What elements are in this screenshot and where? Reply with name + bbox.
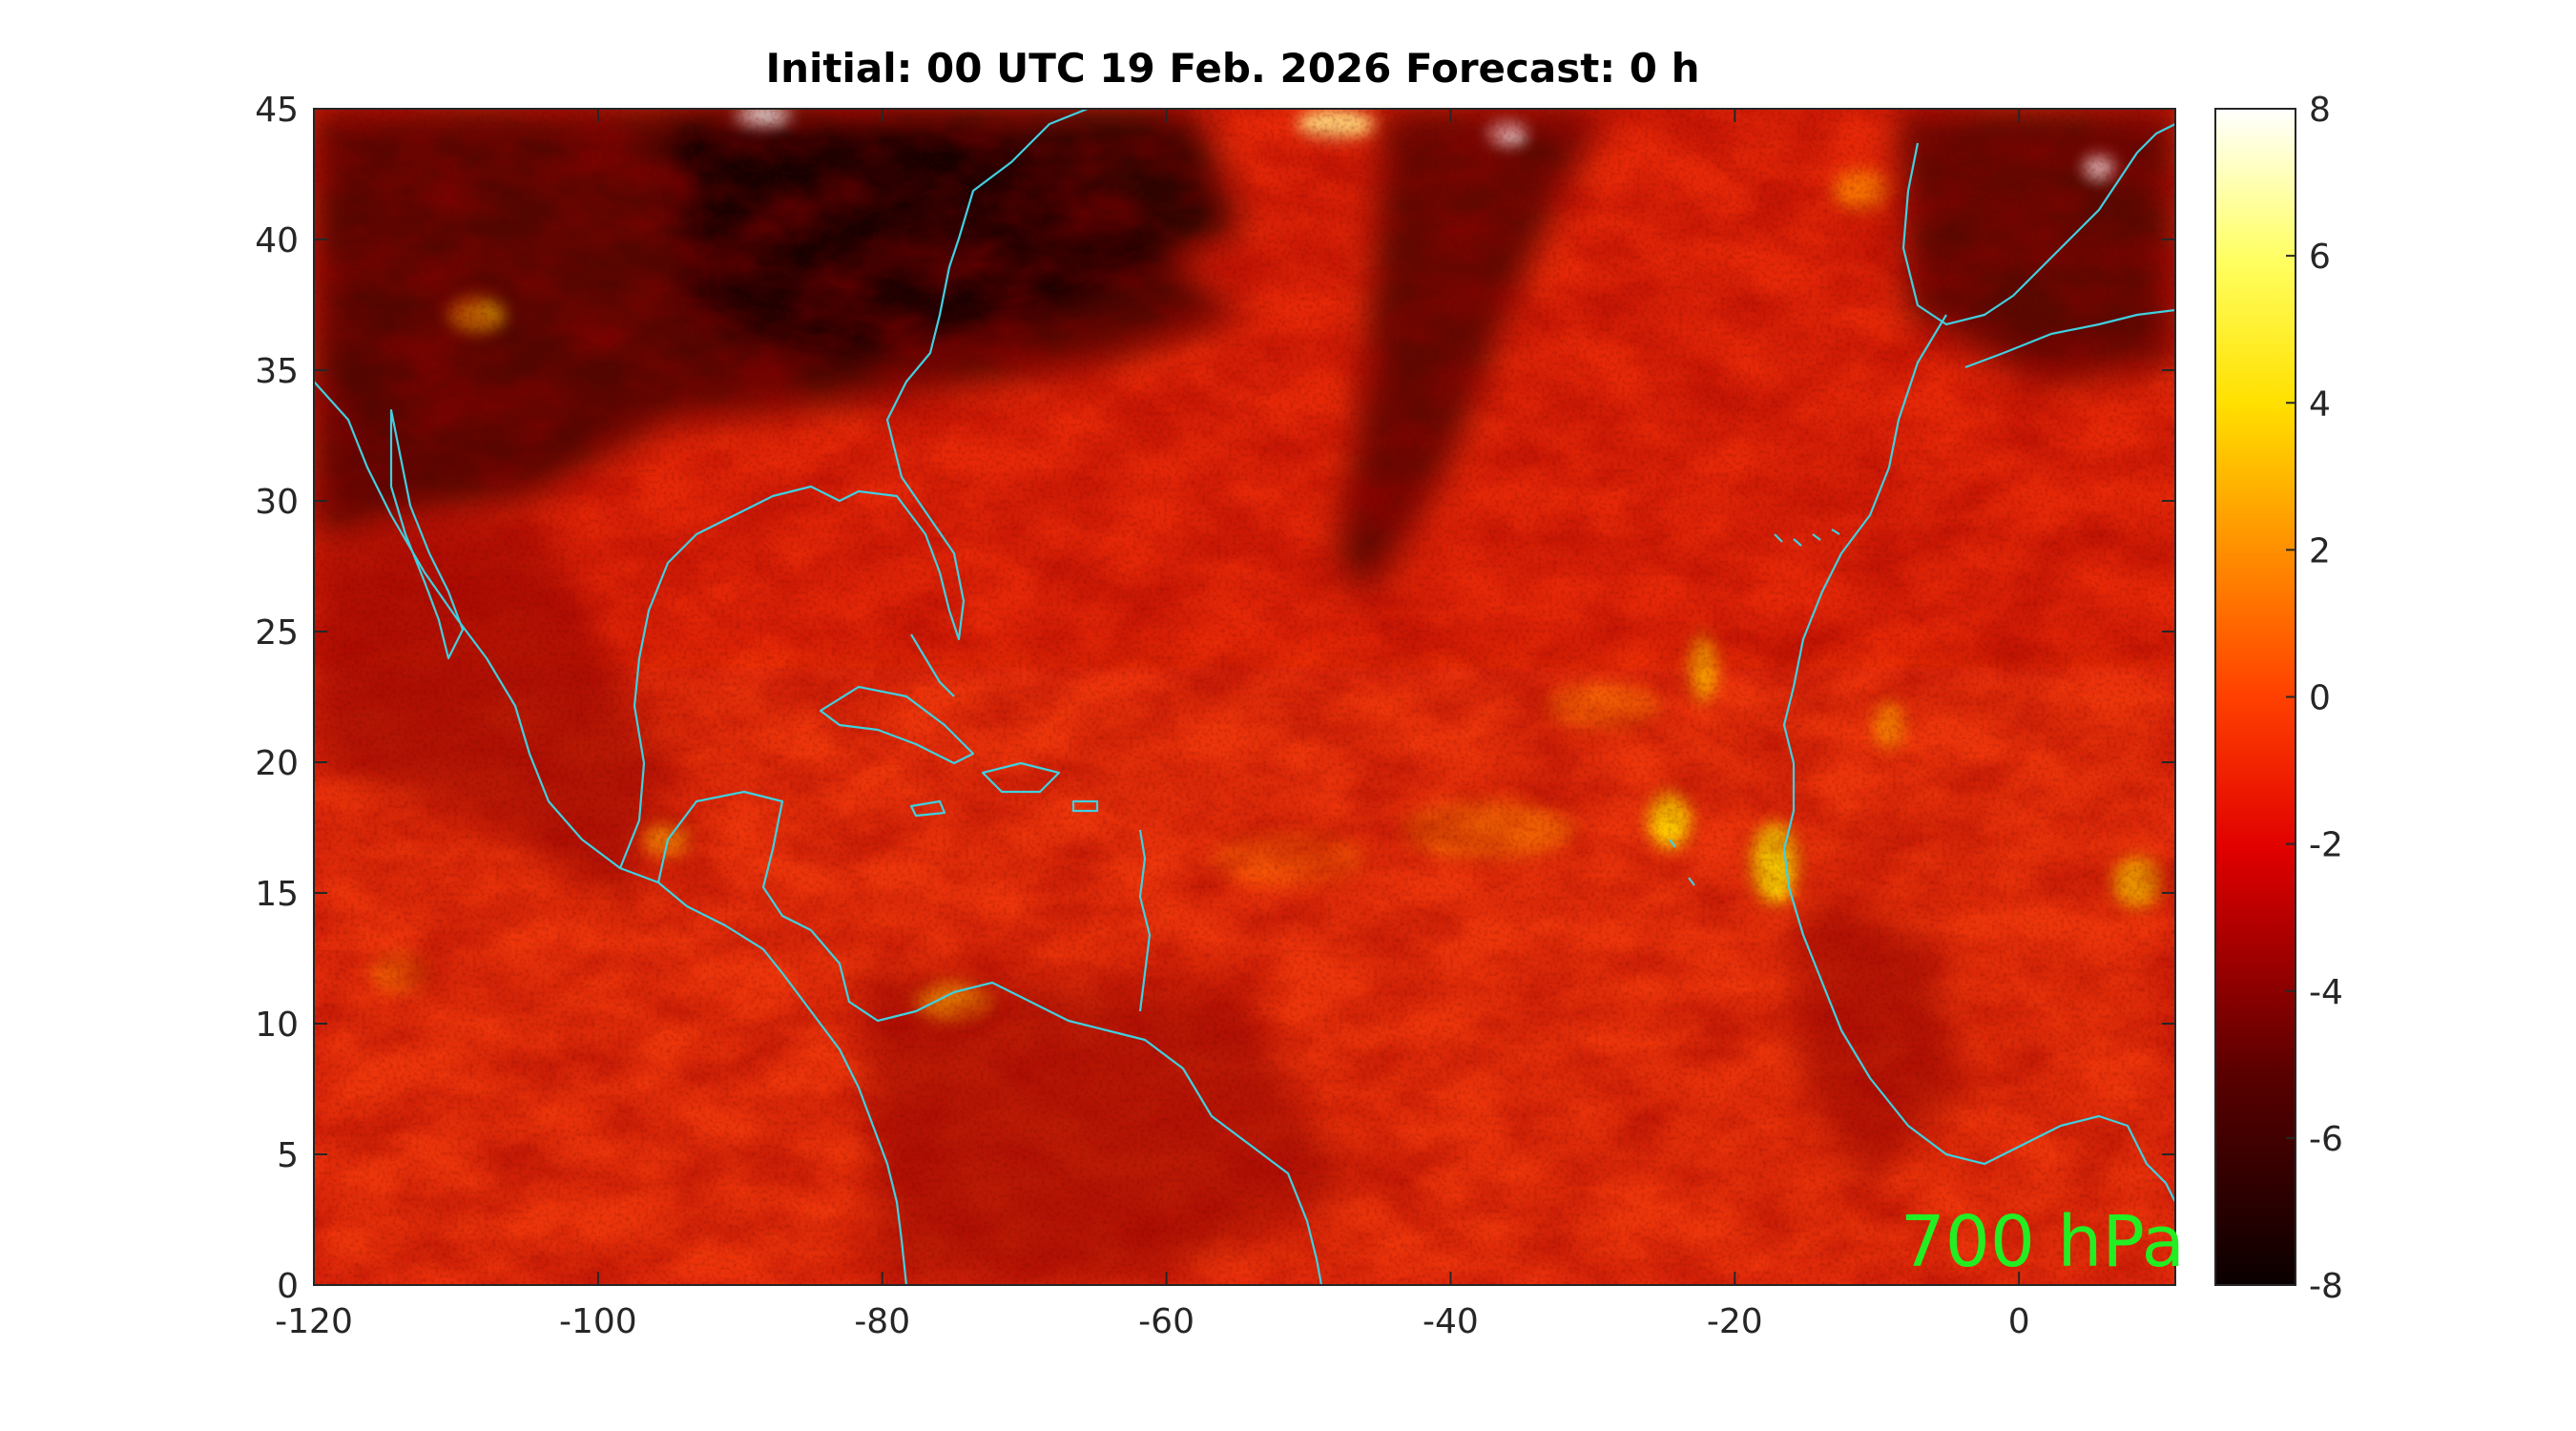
coastline-cuba bbox=[819, 685, 975, 765]
coastline-africa bbox=[1782, 314, 2175, 1203]
y-tick-label: 35 bbox=[255, 352, 299, 391]
y-tick-label: 25 bbox=[255, 613, 299, 653]
coastline-caribbean-south bbox=[810, 929, 1323, 1285]
x-tick-label: 0 bbox=[2008, 1302, 2030, 1341]
colorbar-ticks: -8 -6 -4 -2 0 2 4 6 8 bbox=[2286, 91, 2343, 1306]
y-tick-label: 15 bbox=[255, 875, 299, 914]
y-tick-label: 0 bbox=[277, 1267, 299, 1306]
x-tick-label: -100 bbox=[559, 1302, 637, 1341]
field-grain bbox=[314, 109, 2175, 1285]
x-tick-label: -120 bbox=[275, 1302, 353, 1341]
coastline-cape-verde bbox=[1669, 839, 1695, 886]
x-axis: -120 -100 -80 -60 -40 -20 0 bbox=[275, 109, 2030, 1341]
coastline-puerto-rico bbox=[1071, 799, 1099, 813]
y-tick-label: 45 bbox=[255, 91, 299, 130]
map-frame bbox=[313, 108, 2176, 1286]
colorbar-tick-label: -8 bbox=[2309, 1267, 2343, 1306]
x-tick-label: -40 bbox=[1423, 1302, 1479, 1341]
x-tick-label: -60 bbox=[1138, 1302, 1195, 1341]
coastline-jamaica bbox=[909, 799, 946, 818]
x-tick-label: -20 bbox=[1707, 1302, 1763, 1341]
coastline-mediterranean bbox=[1964, 308, 2175, 369]
y-tick-label: 30 bbox=[255, 483, 299, 522]
coastlines bbox=[314, 109, 2175, 1285]
colorbar-tick-label: 6 bbox=[2309, 238, 2331, 277]
map-field bbox=[314, 109, 2175, 1285]
coastline-lesser-antilles bbox=[1138, 829, 1152, 1012]
x-tick-label: -80 bbox=[854, 1302, 910, 1341]
coastline-yucatan bbox=[656, 790, 812, 931]
coastline-canary-islands bbox=[1774, 529, 1840, 547]
coastline-iberia bbox=[1901, 123, 2175, 326]
y-tick-label: 20 bbox=[255, 744, 299, 783]
colorbar-scale bbox=[2214, 108, 2296, 1286]
coastline-baja bbox=[389, 408, 465, 660]
y-tick-label: 10 bbox=[255, 1006, 299, 1045]
colorbar-tick-label: 2 bbox=[2309, 531, 2331, 570]
y-axis: 0 5 10 15 20 25 30 35 40 45 bbox=[255, 91, 2175, 1306]
colorbar-tick-label: 4 bbox=[2309, 384, 2331, 424]
colorbar-tick-label: -6 bbox=[2309, 1120, 2343, 1159]
pressure-level-label: 700 hPa bbox=[1901, 1201, 2185, 1283]
colorbar: -8 -6 -4 -2 0 2 4 6 8 bbox=[2214, 91, 2343, 1306]
colorbar-tick-label: -4 bbox=[2309, 973, 2343, 1012]
y-tick-label: 40 bbox=[255, 221, 299, 260]
colorbar-tick-label: 0 bbox=[2309, 679, 2331, 718]
coastline-hispaniola bbox=[981, 761, 1061, 794]
coastline-bahamas bbox=[910, 633, 955, 697]
plot-title: Initial: 00 UTC 19 Feb. 2026 Forecast: 0… bbox=[765, 45, 1699, 92]
colorbar-tick-label: 8 bbox=[2309, 91, 2331, 130]
y-tick-label: 5 bbox=[277, 1136, 299, 1175]
colorbar-tick-label: -2 bbox=[2309, 826, 2343, 865]
coastline-gulf-east bbox=[618, 109, 1089, 869]
